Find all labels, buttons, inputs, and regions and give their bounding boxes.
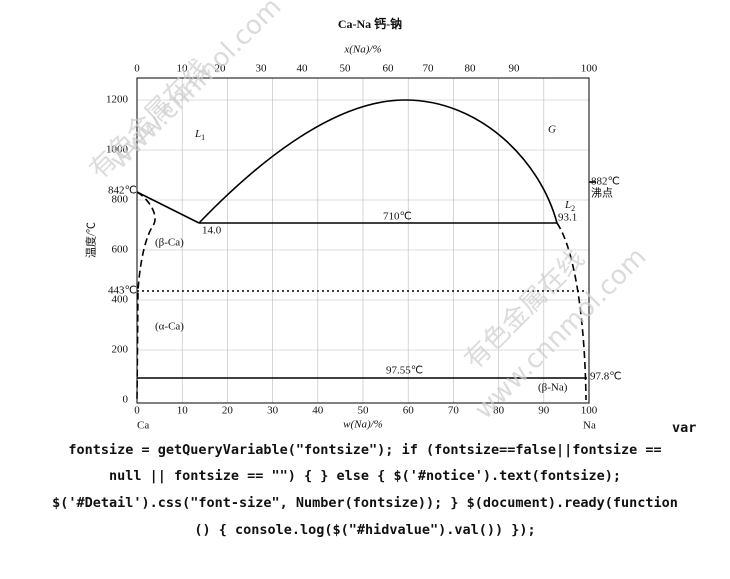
top-axis-label: x(Na)/% bbox=[343, 44, 381, 56]
top-tick-label: 0 bbox=[134, 63, 140, 75]
bottom-tick-label: 20 bbox=[222, 405, 234, 417]
bottom-tick-label: 30 bbox=[267, 405, 279, 417]
bottom-tick-label: 100 bbox=[581, 405, 598, 417]
bottom-tick-label: 60 bbox=[403, 405, 415, 417]
y-tick-label: 1200 bbox=[106, 94, 129, 106]
y-tick-label: 200 bbox=[112, 344, 129, 356]
bottom-tick-label: 90 bbox=[538, 405, 550, 417]
code-line: $('#Detail').css("font-size", Number(fon… bbox=[52, 495, 678, 511]
title: Ca-Na 钙-钠 bbox=[338, 16, 402, 31]
y-tick-label: 600 bbox=[112, 244, 129, 256]
annotation: Na bbox=[583, 420, 596, 432]
annotation: 93.1 bbox=[558, 212, 577, 224]
top-tick-label: 20 bbox=[215, 63, 227, 75]
y-tick-label: 800 bbox=[112, 194, 129, 206]
annotation: (β-Ca) bbox=[155, 237, 184, 249]
annotation: G bbox=[548, 124, 556, 136]
top-tick-label: 100 bbox=[581, 63, 598, 75]
bottom-tick-label: 0 bbox=[134, 405, 140, 417]
y-axis-label: 温度/℃ bbox=[84, 222, 98, 258]
annotation: 842℃ bbox=[108, 185, 137, 197]
miscibility-dome bbox=[198, 99, 558, 224]
l2-boundary bbox=[556, 222, 587, 401]
annotation: Ca bbox=[137, 420, 149, 432]
bottom-tick-label: 80 bbox=[493, 405, 505, 417]
top-tick-label: 50 bbox=[340, 63, 352, 75]
phase-label-sub: 2 bbox=[571, 204, 575, 213]
phase-label: L2 bbox=[564, 199, 575, 213]
ca-boundary bbox=[136, 191, 156, 401]
y-tick-label: 0 bbox=[123, 394, 129, 406]
top-tick-label: 10 bbox=[177, 63, 189, 75]
top-tick-label: 70 bbox=[423, 63, 435, 75]
phase-lines bbox=[136, 99, 596, 401]
bottom-axis-label: w(Na)/% bbox=[343, 419, 383, 431]
bottom-tick-label: 70 bbox=[448, 405, 460, 417]
code-line: fontsize = getQueryVariable("fontsize");… bbox=[68, 442, 661, 458]
annotation: 443℃ bbox=[108, 285, 137, 297]
top-tick-label: 40 bbox=[297, 63, 309, 75]
bottom-tick-label: 40 bbox=[312, 405, 324, 417]
top-tick-label: 60 bbox=[383, 63, 395, 75]
annotation: 710℃ bbox=[383, 211, 412, 223]
y-tick-label: 400 bbox=[112, 294, 129, 306]
bottom-tick-label: 10 bbox=[177, 405, 189, 417]
code-line: null || fontsize == "") { } else { $('#n… bbox=[109, 468, 621, 484]
phase-label-main: L bbox=[564, 199, 571, 211]
bottom-tick-label: 50 bbox=[358, 405, 370, 417]
top-tick-label: 90 bbox=[509, 63, 521, 75]
annotation: 97.55℃ bbox=[386, 365, 423, 377]
top-tick-label: 80 bbox=[465, 63, 477, 75]
annotation: 14.0 bbox=[202, 225, 222, 237]
annotation: 882℃ bbox=[591, 176, 620, 188]
annotation: (α-Ca) bbox=[155, 321, 184, 333]
liquidus bbox=[136, 191, 200, 224]
grid bbox=[137, 78, 589, 403]
annotation: 97.8℃ bbox=[590, 371, 622, 383]
annotation: 沸点 bbox=[591, 187, 613, 200]
phase-label: L1 bbox=[194, 128, 205, 142]
code-line: () { console.log($("#hidvalue").val()) }… bbox=[194, 522, 535, 538]
code-line: var bbox=[672, 420, 696, 436]
phase-label-sub: 1 bbox=[201, 133, 205, 142]
phase-label-main: L bbox=[194, 128, 201, 140]
top-tick-label: 30 bbox=[256, 63, 268, 75]
frame bbox=[136, 77, 590, 404]
y-tick-label: 1000 bbox=[106, 144, 129, 156]
annotation: (β-Na) bbox=[538, 382, 568, 394]
